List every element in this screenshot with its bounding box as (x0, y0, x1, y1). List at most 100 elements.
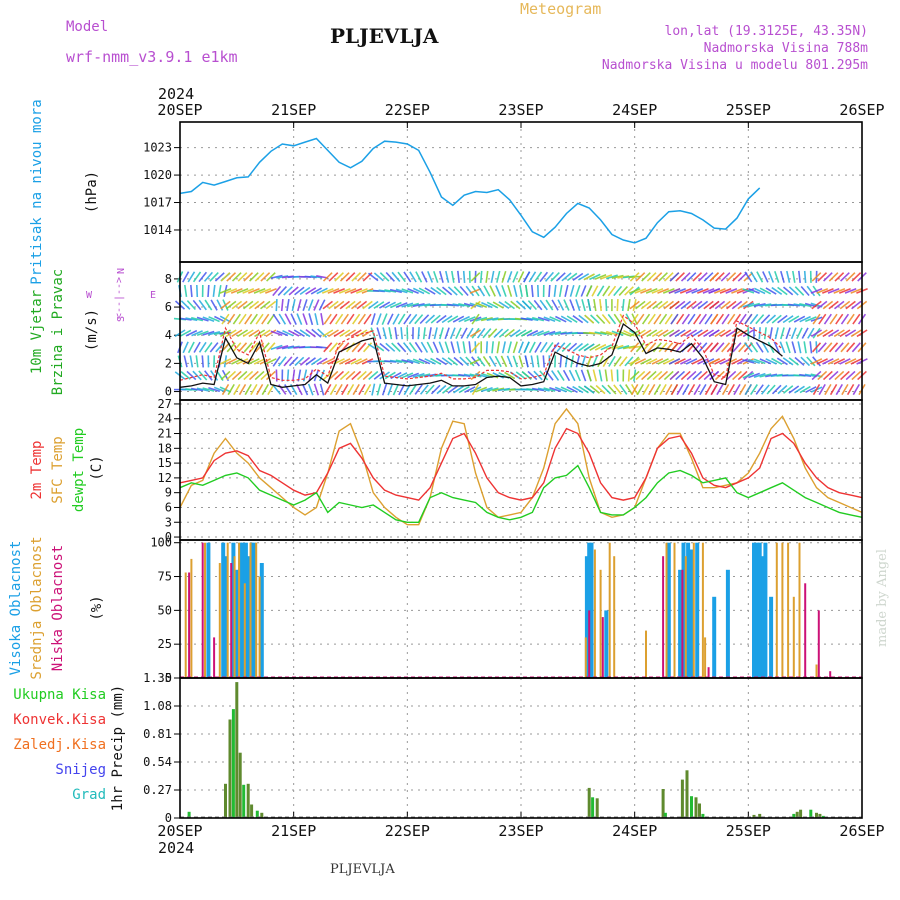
wind-arrow (619, 313, 628, 325)
precip-bar (792, 813, 796, 818)
wind-arrow (771, 357, 783, 366)
wind-arrow (782, 357, 794, 366)
wind-arrow (204, 299, 213, 311)
precip-bar (815, 812, 818, 818)
precip-bar (255, 810, 259, 818)
y-tick-label: 1.08 (143, 699, 172, 713)
wind-arrow (518, 341, 524, 354)
wind-arrow (607, 313, 617, 325)
wind-arrow (731, 358, 743, 365)
cloud-high-bar (206, 542, 211, 678)
wind-arrow (317, 328, 328, 338)
wind-arrow (418, 358, 431, 365)
wind-arrow (680, 358, 692, 365)
wind-arrow (444, 327, 450, 340)
wind-arrow (345, 370, 356, 381)
wind-arrow (634, 288, 647, 294)
wind-arrow (733, 383, 741, 396)
wind-arrow (394, 327, 398, 340)
wind-arrow (653, 313, 662, 325)
wind-arrow (242, 329, 254, 338)
wind-arrow (533, 370, 543, 381)
wind-arrow (414, 314, 424, 325)
wind-arrow (507, 341, 512, 354)
wind-arrow (708, 329, 720, 338)
wind-arrow (793, 315, 806, 323)
wind-arrow (777, 384, 788, 395)
x-tick-label-top: 21SEP (271, 101, 316, 119)
y-tick-label: 25 (158, 637, 172, 651)
wind-arrow (747, 302, 761, 308)
wind-arrow (468, 341, 472, 354)
wind-arrow (237, 272, 248, 282)
wind-arrow (600, 274, 613, 280)
wind-arrow (213, 386, 226, 393)
precip-bar (250, 804, 254, 818)
cloud-high-bar (757, 542, 762, 678)
wind-arrow (583, 385, 595, 394)
wind-arrow (686, 370, 697, 381)
x-tick-label-bottom: 21SEP (271, 822, 316, 840)
wind-arrow (242, 358, 254, 365)
wind-arrow (501, 270, 507, 283)
wind-arrow (249, 313, 258, 325)
wind-arrow (635, 342, 645, 353)
wind-arrow (243, 300, 254, 310)
wind-arrow (630, 342, 640, 353)
wind-arrow (709, 300, 720, 310)
y-tick-label: 1023 (143, 141, 172, 155)
wind-arrow (835, 313, 844, 325)
cloud-mid-bar (781, 542, 784, 678)
wind-arrow (187, 341, 195, 354)
wind-arrow (475, 302, 488, 308)
wind-arrow (282, 329, 294, 337)
wind-arrow (373, 272, 384, 282)
cloud-low-bar (707, 667, 710, 678)
precip-bar (698, 803, 701, 818)
wind-arrow (568, 369, 576, 382)
x-tick-label-top: 23SEP (498, 101, 543, 119)
precip-bar (795, 811, 799, 818)
wind-arrow (782, 385, 794, 394)
cloud-mid-bar (238, 542, 241, 678)
wind-arrow (334, 272, 344, 282)
cloud-high-bar (755, 542, 760, 678)
wind-arrow (575, 285, 581, 297)
wind-arrow (532, 316, 545, 322)
wind-arrow (436, 286, 447, 296)
wind-arrow (237, 370, 248, 381)
y-tick-label: 8 (165, 272, 172, 286)
wind-arrow (493, 328, 504, 338)
wind-arrow (351, 342, 361, 353)
wind-arrow (816, 329, 828, 338)
wind-arrow (500, 355, 508, 368)
wind-arrow (543, 316, 556, 322)
wind-arrow (692, 272, 703, 282)
wind-arrow (367, 300, 379, 310)
wind-arrow (600, 344, 613, 351)
wind-arrow (450, 341, 456, 354)
wind-arrow (828, 370, 839, 381)
cloud-low-bar (230, 563, 233, 678)
wind-arrow (196, 284, 199, 298)
wind-arrow (530, 355, 535, 368)
wind-arrow (823, 342, 833, 353)
wind-arrow (495, 285, 502, 297)
wind-arrow (674, 358, 686, 365)
wind-arrow (543, 387, 556, 392)
model-name: wrf-nmm_v3.9.1 e1km (66, 48, 238, 66)
cloud-mid-bar (204, 542, 206, 678)
cloud-mid-bar (255, 542, 258, 678)
wind-arrow (748, 358, 761, 364)
wind-arrow (755, 314, 765, 325)
wind-arrow (753, 372, 766, 378)
wind-arrow (391, 342, 401, 353)
wind-arrow (851, 272, 862, 282)
wind-arrow (774, 270, 780, 283)
wind-arrow (485, 270, 489, 283)
wind-arrow (768, 271, 775, 283)
wind-arrow (261, 313, 270, 325)
wind-arrow (759, 287, 772, 295)
wind-arrow (248, 358, 260, 365)
wind-arrow (686, 300, 697, 310)
